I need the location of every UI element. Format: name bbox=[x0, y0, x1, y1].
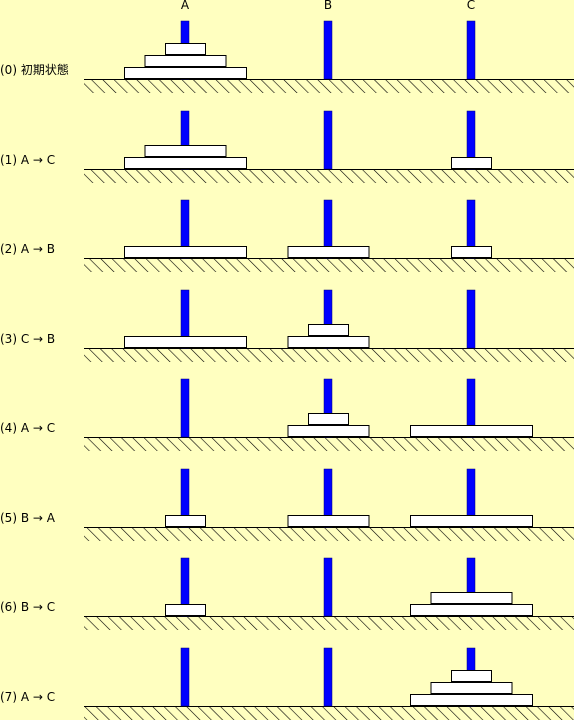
disk-size-3 bbox=[124, 246, 247, 258]
step-label: (6) B → C bbox=[0, 600, 55, 614]
peg-label-a: A bbox=[181, 0, 190, 12]
step-6: (6) B → C bbox=[0, 557, 574, 630]
step-label: (0) 初期状態 bbox=[0, 62, 69, 77]
step-2: (2) A → B bbox=[0, 199, 574, 272]
peg-c bbox=[466, 289, 476, 349]
step-label: (4) A → C bbox=[0, 421, 55, 435]
peg-label-b: B bbox=[324, 0, 332, 12]
step-7: (7) A → C bbox=[0, 647, 574, 720]
disk-size-2 bbox=[144, 55, 227, 67]
ground-hatch bbox=[84, 258, 574, 272]
peg-b bbox=[323, 110, 333, 170]
ground-hatch bbox=[84, 169, 574, 183]
disk-size-2 bbox=[144, 145, 227, 157]
disk-size-1 bbox=[165, 604, 206, 616]
step-label: (5) B → A bbox=[0, 511, 56, 525]
disk-size-3 bbox=[410, 425, 533, 437]
peg-b bbox=[323, 557, 333, 617]
ground-hatch bbox=[84, 706, 574, 720]
peg-a bbox=[180, 647, 190, 707]
peg-header-row: A B C bbox=[181, 0, 475, 12]
step-1: (1) A → C bbox=[0, 110, 574, 183]
step-4: (4) A → C bbox=[0, 378, 574, 451]
disk-size-3 bbox=[410, 604, 533, 616]
disk-size-1 bbox=[451, 246, 492, 258]
step-3: (3) C → B bbox=[0, 289, 574, 362]
disk-size-2 bbox=[430, 682, 513, 694]
disk-size-2 bbox=[430, 592, 513, 604]
step-label: (2) A → B bbox=[0, 242, 55, 256]
step-label: (7) A → C bbox=[0, 690, 55, 704]
disk-size-1 bbox=[308, 324, 349, 336]
disk-size-3 bbox=[124, 67, 247, 79]
disk-size-1 bbox=[451, 157, 492, 169]
ground-hatch bbox=[84, 616, 574, 630]
step-0: (0) 初期状態 bbox=[0, 20, 574, 93]
peg-label-c: C bbox=[467, 0, 475, 12]
disk-size-2 bbox=[287, 336, 370, 348]
step-label: (3) C → B bbox=[0, 332, 55, 346]
ground-hatch bbox=[84, 348, 574, 362]
step-label: (1) A → C bbox=[0, 153, 55, 167]
step-5: (5) B → A bbox=[0, 468, 574, 541]
disk-size-1 bbox=[308, 413, 349, 425]
peg-a bbox=[180, 378, 190, 438]
disk-size-1 bbox=[451, 670, 492, 682]
peg-b bbox=[323, 647, 333, 707]
ground-hatch bbox=[84, 527, 574, 541]
disk-size-1 bbox=[165, 43, 206, 55]
disk-size-1 bbox=[165, 515, 206, 527]
step-list: (0) 初期状態 (1) A → C (2) A → B (3) C → B (4) A… bbox=[0, 20, 574, 720]
disk-size-3 bbox=[124, 336, 247, 348]
disk-size-2 bbox=[287, 425, 370, 437]
disk-size-2 bbox=[287, 246, 370, 258]
disk-size-2 bbox=[287, 515, 370, 527]
peg-c bbox=[466, 20, 476, 80]
disk-size-3 bbox=[410, 515, 533, 527]
ground-hatch bbox=[84, 437, 574, 451]
peg-b bbox=[323, 20, 333, 80]
ground-hatch bbox=[84, 79, 574, 93]
disk-size-3 bbox=[124, 157, 247, 169]
disk-size-3 bbox=[410, 694, 533, 706]
